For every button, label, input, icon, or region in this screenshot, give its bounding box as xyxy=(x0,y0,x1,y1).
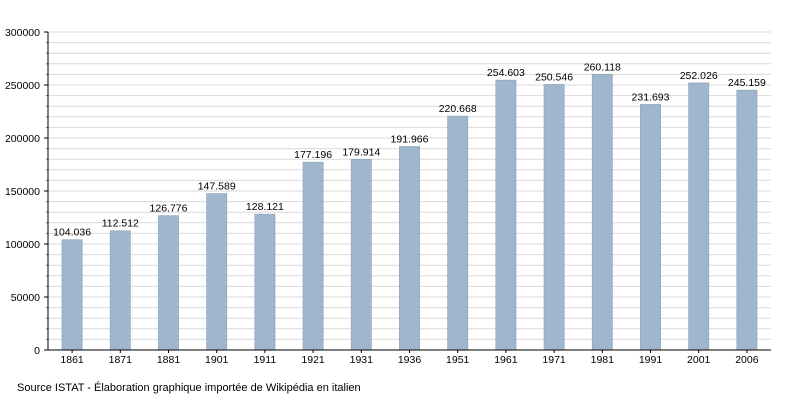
x-tick-labels: 1861 1871 1881 1901 1911 1921 1931 1936 1951 1961… xyxy=(60,354,758,366)
bar-value-label: 250.546 xyxy=(535,71,573,83)
bar-2001 xyxy=(688,82,710,351)
y-tick-label: 200000 xyxy=(5,133,40,145)
bar-value-label: 177.196 xyxy=(294,149,332,161)
bar-value-label: 128.121 xyxy=(246,201,284,213)
bar-value-label: 254.603 xyxy=(487,67,525,79)
bar-value-label: 126.776 xyxy=(150,203,188,215)
x-tick-label: 1901 xyxy=(205,354,229,366)
x-tick-label: 1931 xyxy=(350,354,374,366)
x-tick-label: 1971 xyxy=(542,354,566,366)
x-tick-label: 1871 xyxy=(109,354,133,366)
bar-1921 xyxy=(302,161,324,351)
x-tick-label: 1991 xyxy=(639,354,663,366)
bar-1861 xyxy=(61,239,83,351)
y-tick-label: 100000 xyxy=(5,239,40,251)
bars xyxy=(61,73,758,351)
bar-value-label: 147.589 xyxy=(198,181,236,193)
x-tick-label: 1961 xyxy=(494,354,518,366)
bar-value-label: 245.159 xyxy=(728,77,766,89)
x-tick-label: 1921 xyxy=(301,354,325,366)
bar-1951 xyxy=(447,115,469,351)
x-tick-label: 1861 xyxy=(60,354,84,366)
bar-1961 xyxy=(495,79,517,351)
bar-1991 xyxy=(640,104,661,351)
y-tick-label: 300000 xyxy=(5,27,40,39)
bar-1871 xyxy=(109,230,131,351)
x-tick-label: 1951 xyxy=(446,354,470,366)
bar-1931 xyxy=(350,158,372,351)
bar-1911 xyxy=(254,213,276,351)
bar-2006 xyxy=(736,89,758,351)
bar-1881 xyxy=(158,215,179,351)
x-tick-label: 2006 xyxy=(735,354,759,366)
bar-value-label: 191.966 xyxy=(391,134,429,146)
bar-1936 xyxy=(399,146,420,351)
bar-value-labels: 104.036 112.512 126.776 147.589 128.121 177.1… xyxy=(53,61,766,238)
y-tick-label: 50000 xyxy=(11,292,40,304)
bar-value-label: 260.118 xyxy=(584,61,621,73)
x-tick-label: 2001 xyxy=(687,354,711,366)
x-tick-label: 1881 xyxy=(157,354,181,366)
bar-1971 xyxy=(543,84,565,351)
bar-value-label: 104.036 xyxy=(53,227,91,239)
bar-value-label: 112.512 xyxy=(102,218,139,230)
y-tick-label: 150000 xyxy=(5,186,40,198)
y-tick-label: 0 xyxy=(34,345,40,357)
axes xyxy=(44,31,771,353)
bar-value-label: 252.026 xyxy=(680,70,718,82)
bar-value-label: 231.693 xyxy=(632,91,670,103)
x-tick-label: 1981 xyxy=(591,354,615,366)
bar-1981 xyxy=(591,73,613,351)
y-tick-label: 250000 xyxy=(5,80,40,92)
x-tick-label: 1911 xyxy=(254,354,277,366)
bar-1901 xyxy=(206,193,228,351)
bar-value-label: 179.914 xyxy=(342,146,380,158)
source-caption: Source ISTAT - Élaboration graphique imp… xyxy=(17,382,361,394)
y-tick-labels: 0 50000 100000 150000 200000 250000 300000 xyxy=(5,27,40,357)
bar-value-label: 220.668 xyxy=(439,103,477,115)
x-tick-label: 1936 xyxy=(398,354,422,366)
